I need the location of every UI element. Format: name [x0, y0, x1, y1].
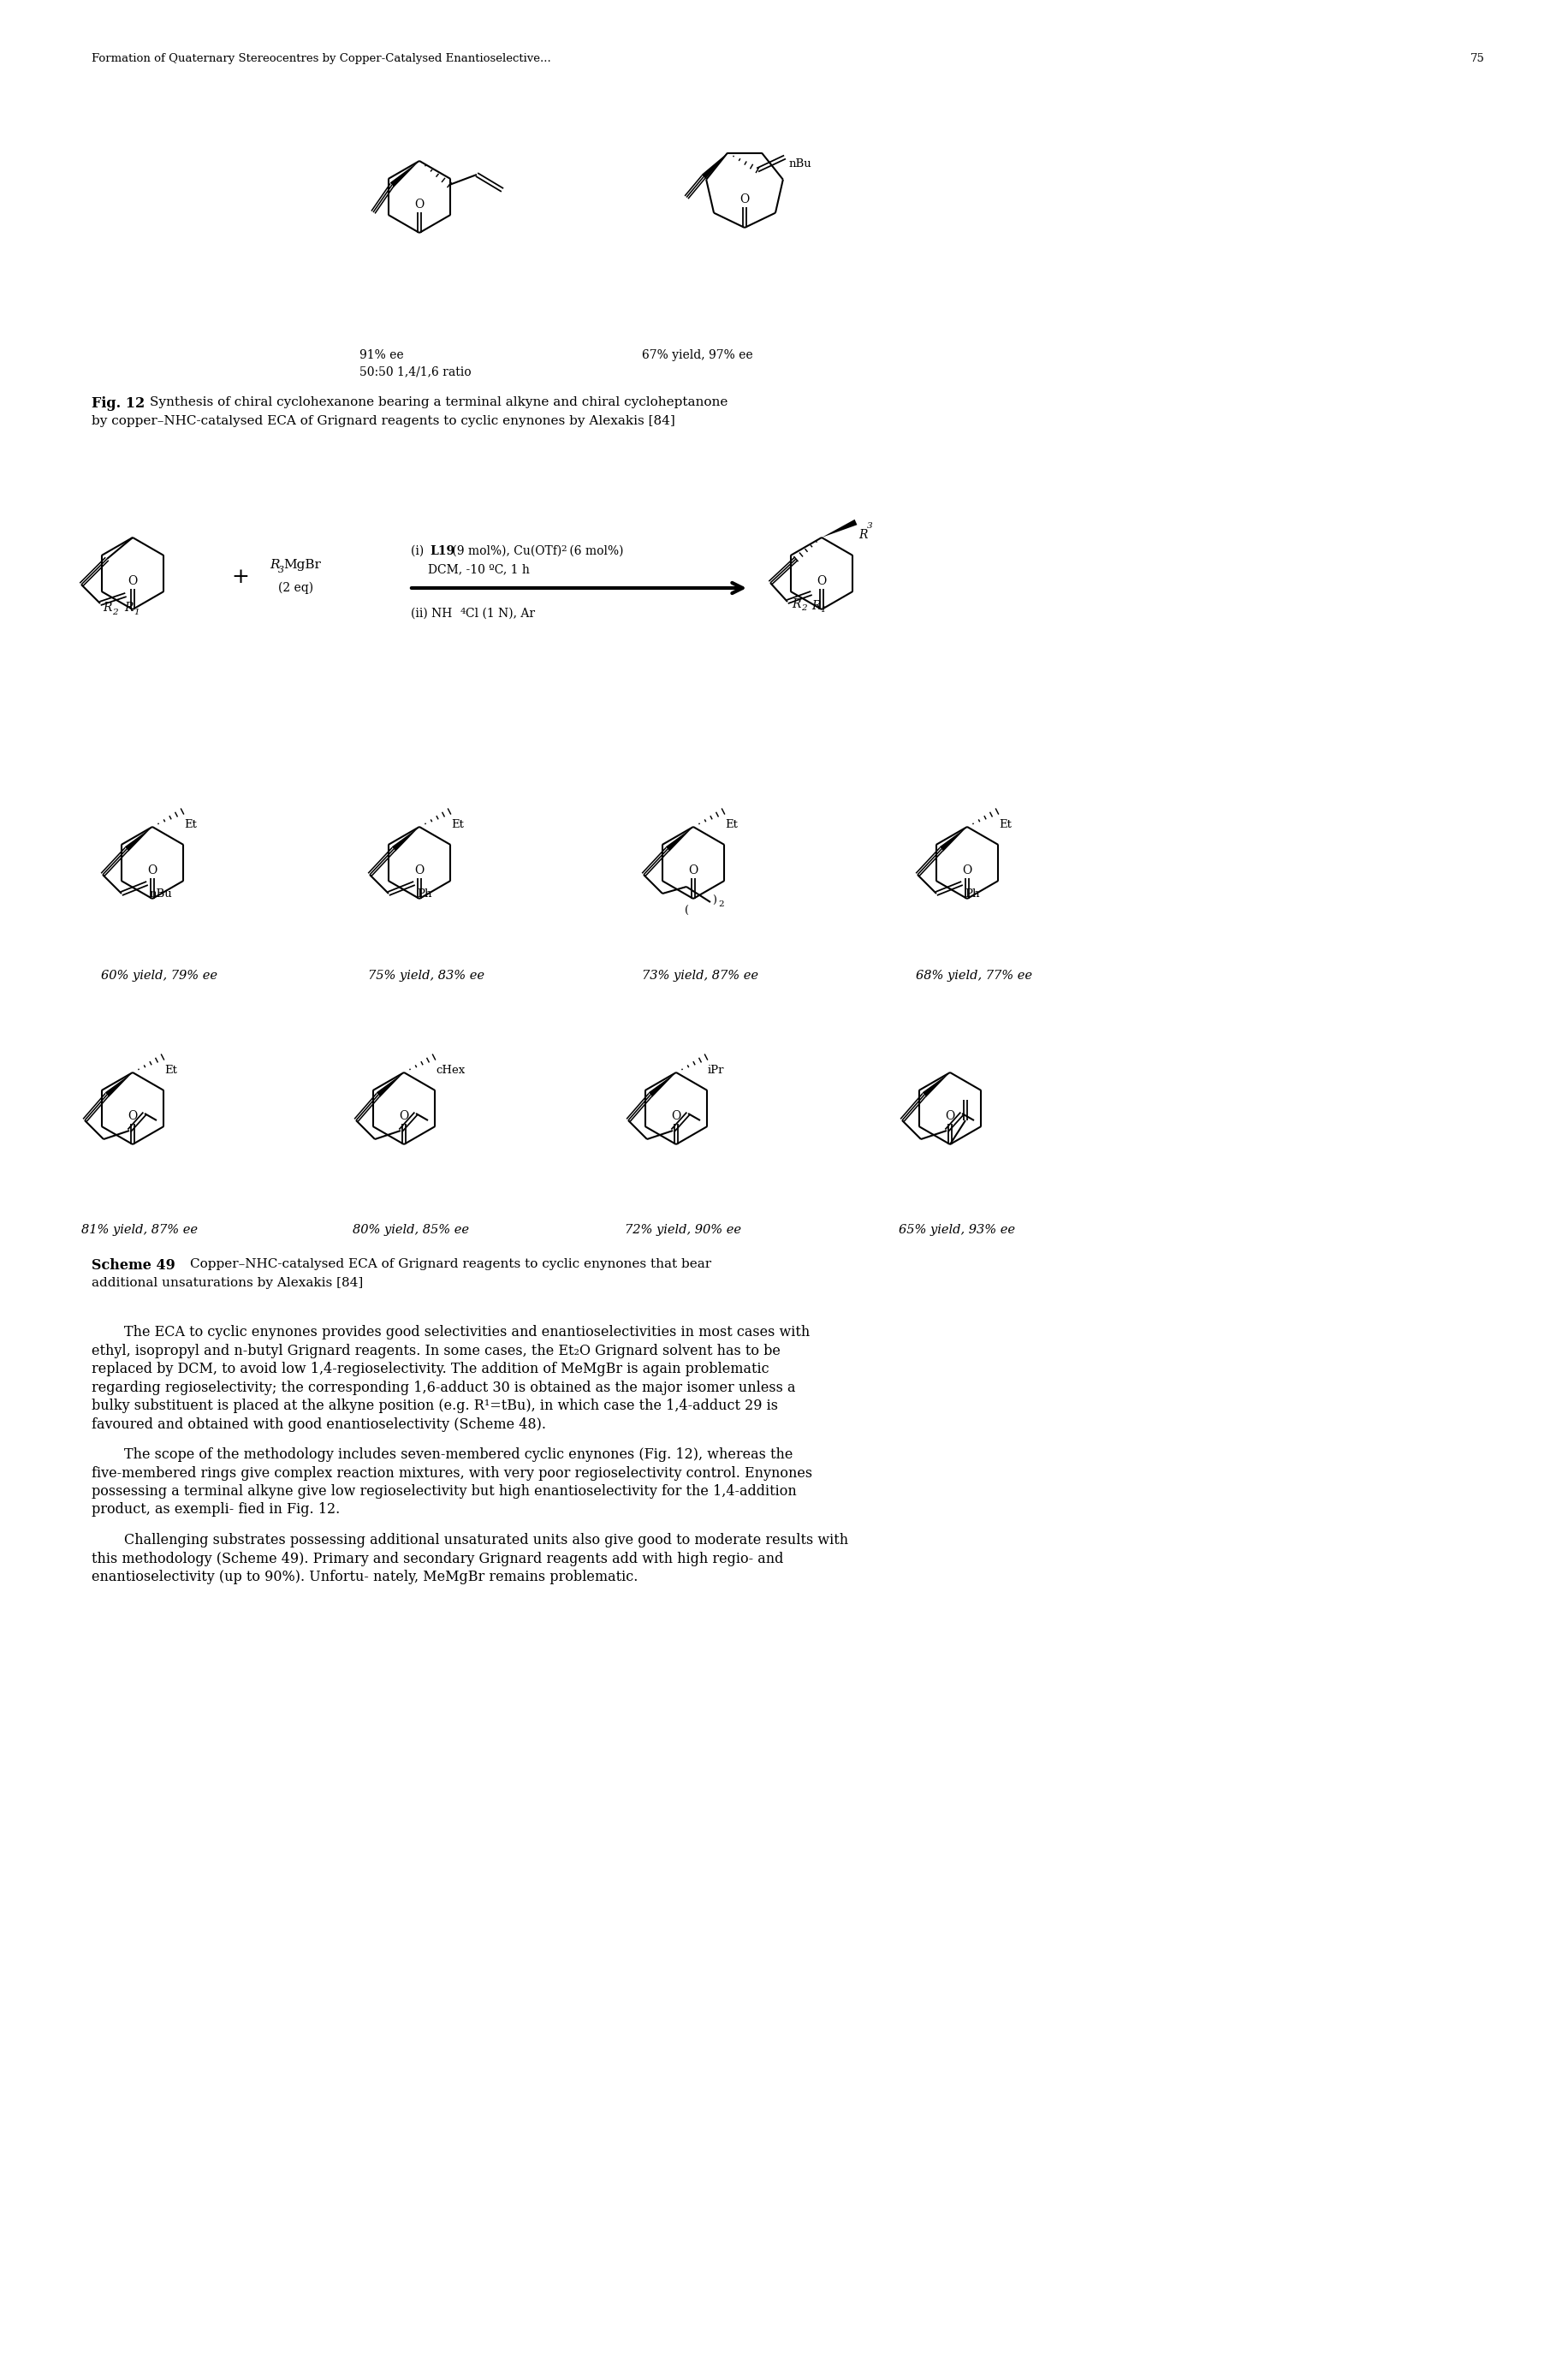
Polygon shape: [822, 520, 856, 537]
Text: Copper–NHC-catalysed ECA of Grignard reagents to cyclic enynones that bear: Copper–NHC-catalysed ECA of Grignard rea…: [190, 1259, 710, 1271]
Text: 72% yield, 90% ee: 72% yield, 90% ee: [624, 1224, 740, 1236]
Text: O: O: [414, 200, 423, 211]
Text: 60% yield, 79% ee: 60% yield, 79% ee: [100, 969, 218, 981]
Text: by copper–NHC-catalysed ECA of Grignard reagents to cyclic enynones by Alexakis : by copper–NHC-catalysed ECA of Grignard …: [91, 416, 674, 428]
Polygon shape: [665, 827, 693, 851]
Text: +: +: [230, 568, 249, 587]
Text: O: O: [688, 865, 698, 877]
Text: Challenging substrates possessing additional unsaturated units also give good to: Challenging substrates possessing additi…: [124, 1533, 848, 1547]
Text: enantioselectivity (up to 90%). Unfortu- nately, MeMgBr remains problematic.: enantioselectivity (up to 90%). Unfortu-…: [91, 1571, 638, 1585]
Text: 67% yield, 97% ee: 67% yield, 97% ee: [641, 349, 753, 361]
Text: (ii) NH: (ii) NH: [411, 608, 452, 620]
Polygon shape: [124, 827, 152, 851]
Text: MgBr: MgBr: [284, 558, 321, 570]
Text: The scope of the methodology includes seven-membered cyclic enynones (Fig. 12), : The scope of the methodology includes se…: [124, 1447, 792, 1461]
Text: The ECA to cyclic enynones provides good selectivities and enantioselectivities : The ECA to cyclic enynones provides good…: [124, 1326, 809, 1340]
Text: 50:50 1,4/1,6 ratio: 50:50 1,4/1,6 ratio: [359, 366, 470, 378]
Text: L19: L19: [430, 544, 455, 558]
Text: O: O: [127, 1110, 138, 1121]
Polygon shape: [939, 827, 966, 851]
Text: O: O: [944, 1110, 955, 1121]
Text: 81% yield, 87% ee: 81% yield, 87% ee: [82, 1224, 198, 1236]
Polygon shape: [390, 162, 419, 188]
Text: Et: Et: [999, 820, 1011, 829]
Text: R: R: [792, 599, 801, 611]
Text: Et: Et: [183, 820, 196, 829]
Text: replaced by DCM, to avoid low 1,4-regioselectivity. The addition of MeMgBr is ag: replaced by DCM, to avoid low 1,4-regios…: [91, 1361, 768, 1376]
Text: 80% yield, 85% ee: 80% yield, 85% ee: [353, 1224, 469, 1236]
Polygon shape: [648, 1072, 676, 1098]
Text: regarding regioselectivity; the corresponding 1,6-adduct 30 is obtained as the m: regarding regioselectivity; the correspo…: [91, 1380, 795, 1395]
Text: iPr: iPr: [707, 1064, 724, 1076]
Text: product, as exempli- fied in Fig. 12.: product, as exempli- fied in Fig. 12.: [91, 1502, 340, 1518]
Text: R: R: [858, 530, 867, 542]
Text: O: O: [398, 1110, 409, 1121]
Text: Et: Et: [165, 1064, 177, 1076]
Text: O: O: [147, 865, 157, 877]
Polygon shape: [392, 827, 419, 851]
Text: 75% yield, 83% ee: 75% yield, 83% ee: [368, 969, 485, 981]
Text: 65% yield, 93% ee: 65% yield, 93% ee: [898, 1224, 1014, 1236]
Text: nBu: nBu: [149, 889, 172, 901]
Text: (2 eq): (2 eq): [278, 582, 314, 594]
Text: 91% ee: 91% ee: [359, 349, 403, 361]
Text: O: O: [127, 575, 138, 587]
Text: 4: 4: [461, 608, 466, 615]
Text: nBu: nBu: [787, 159, 811, 169]
Text: Cl (1 N), Ar: Cl (1 N), Ar: [466, 608, 535, 620]
Text: 3: 3: [867, 523, 872, 530]
Text: R: R: [270, 558, 279, 570]
Text: (: (: [684, 905, 688, 917]
Text: Et: Et: [724, 820, 737, 829]
Text: R: R: [103, 601, 113, 613]
Text: (i): (i): [411, 544, 428, 558]
Text: Fig. 12: Fig. 12: [91, 397, 144, 411]
Text: Et: Et: [452, 820, 464, 829]
Text: 73% yield, 87% ee: 73% yield, 87% ee: [641, 969, 757, 981]
Text: 68% yield, 77% ee: 68% yield, 77% ee: [916, 969, 1032, 981]
Text: favoured and obtained with good enantioselectivity (Scheme 48).: favoured and obtained with good enantios…: [91, 1416, 546, 1430]
Text: ): ): [712, 896, 717, 905]
Text: cHex: cHex: [436, 1064, 464, 1076]
Text: DCM, -10 ºC, 1 h: DCM, -10 ºC, 1 h: [428, 563, 530, 575]
Text: Synthesis of chiral cyclohexanone bearing a terminal alkyne and chiral cyclohept: Synthesis of chiral cyclohexanone bearin…: [149, 397, 728, 409]
Text: 2: 2: [560, 544, 566, 554]
Text: 1: 1: [133, 608, 140, 615]
Polygon shape: [105, 1072, 133, 1098]
Text: 2: 2: [800, 604, 806, 613]
Polygon shape: [376, 1072, 405, 1098]
Text: ethyl, isopropyl and n-butyl Grignard reagents. In some cases, the Et₂O Grignard: ethyl, isopropyl and n-butyl Grignard re…: [91, 1342, 779, 1359]
Text: R: R: [124, 601, 133, 613]
Text: 2: 2: [718, 901, 723, 908]
Text: 1: 1: [820, 606, 825, 613]
Text: bulky substituent is placed at the alkyne position (e.g. R¹=tBu), in which case : bulky substituent is placed at the alkyn…: [91, 1399, 778, 1414]
Polygon shape: [922, 1072, 950, 1098]
Text: 75: 75: [1469, 52, 1483, 64]
Text: 3: 3: [278, 565, 284, 575]
Text: possessing a terminal alkyne give low regioselectivity but high enantioselectivi: possessing a terminal alkyne give low re…: [91, 1485, 797, 1499]
Text: Formation of Quaternary Stereocentres by Copper-Catalysed Enantioselective...: Formation of Quaternary Stereocentres by…: [91, 52, 550, 64]
Text: (6 mol%): (6 mol%): [566, 544, 622, 558]
Text: Scheme 49: Scheme 49: [91, 1259, 176, 1274]
Text: five-membered rings give complex reaction mixtures, with very poor regioselectiv: five-membered rings give complex reactio…: [91, 1466, 812, 1480]
Text: this methodology (Scheme 49). Primary and secondary Grignard reagents add with h: this methodology (Scheme 49). Primary an…: [91, 1552, 782, 1566]
Text: O: O: [961, 865, 972, 877]
Text: (9 mol%), Cu(OTf): (9 mol%), Cu(OTf): [448, 544, 561, 558]
Text: O: O: [740, 192, 750, 204]
Text: R: R: [811, 601, 820, 613]
Text: Ph: Ph: [964, 889, 978, 901]
Text: 2: 2: [111, 608, 118, 615]
Text: O: O: [817, 575, 826, 587]
Text: O: O: [671, 1110, 681, 1121]
Text: O: O: [414, 865, 423, 877]
Text: additional unsaturations by Alexakis [84]: additional unsaturations by Alexakis [84…: [91, 1276, 362, 1290]
Text: Ph: Ph: [417, 889, 431, 901]
Polygon shape: [701, 152, 728, 178]
